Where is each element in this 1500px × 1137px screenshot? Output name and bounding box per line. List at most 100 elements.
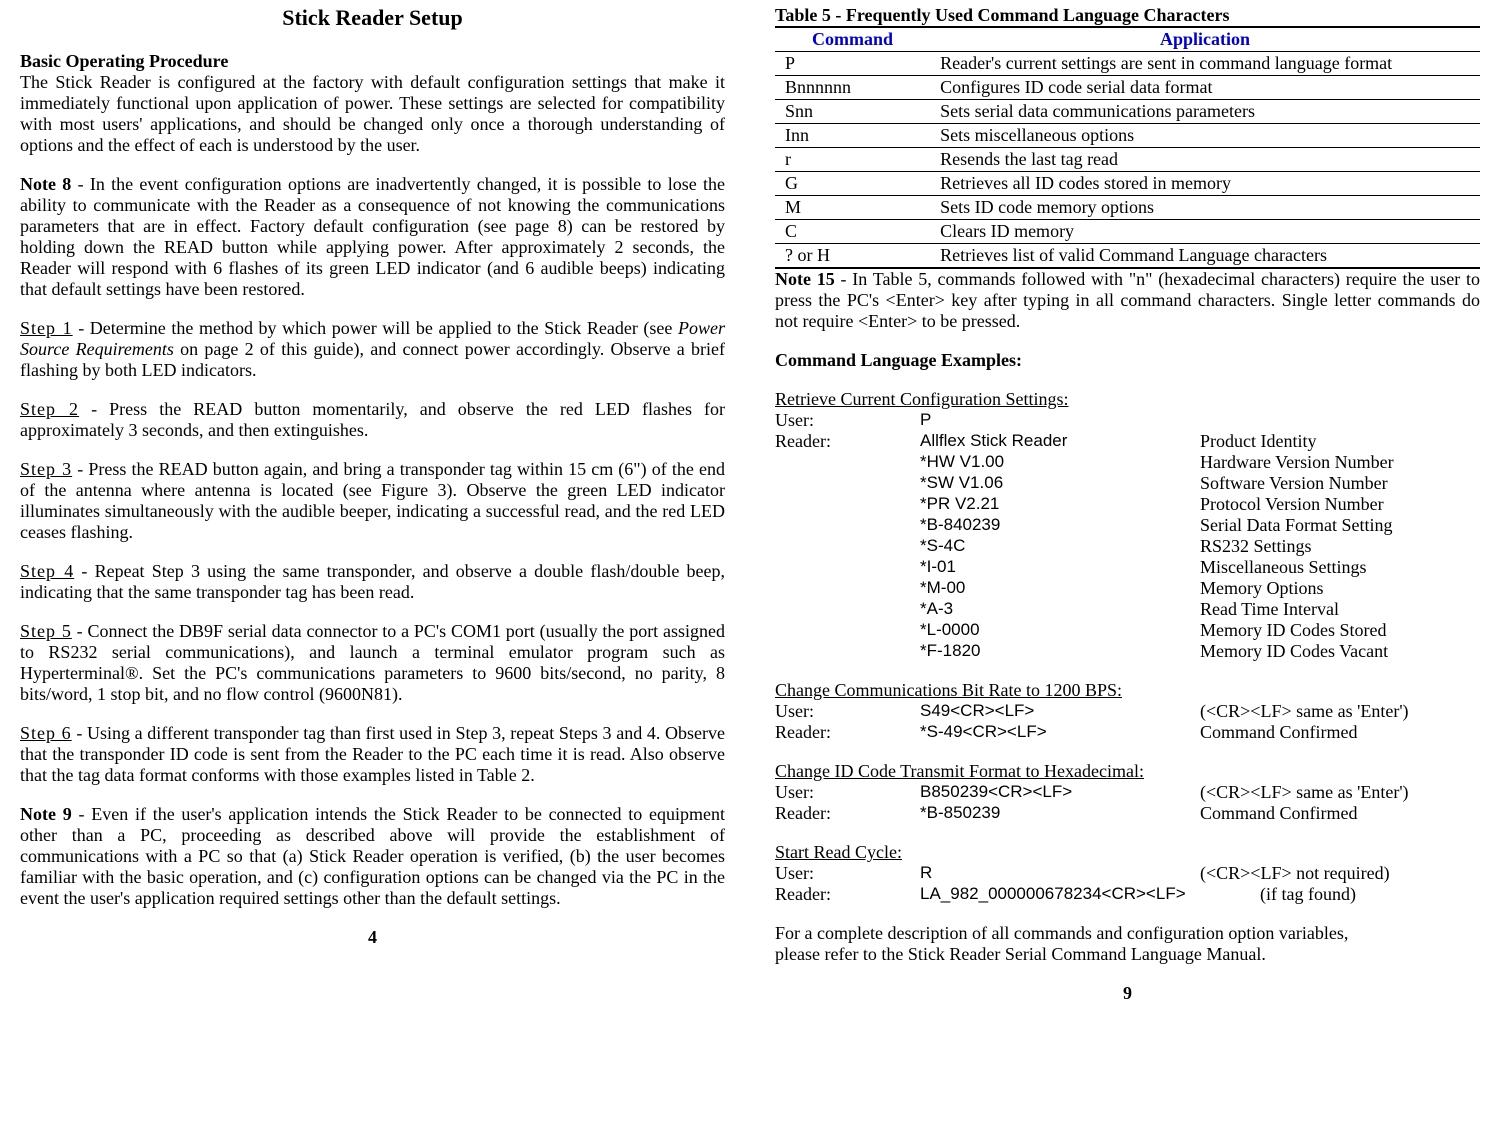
example-1-user-row: User: P — [775, 410, 1480, 431]
example-desc: Hardware Version Number — [1200, 452, 1480, 473]
example-row: User: S49<CR><LF> (<CR><LF> same as 'Ent… — [775, 701, 1480, 722]
example-desc: Command Confirmed — [1200, 803, 1480, 824]
table-row: CClears ID memory — [775, 220, 1480, 244]
example-desc: (<CR><LF> same as 'Enter') — [1200, 782, 1480, 803]
example-role: Reader: — [775, 431, 920, 452]
table-cell-command: G — [775, 172, 930, 196]
example-desc: Memory ID Codes Stored — [1200, 620, 1480, 641]
table-cell-application: Sets serial data communications paramete… — [930, 100, 1480, 124]
example-desc: Memory ID Codes Vacant — [1200, 641, 1480, 662]
example-role — [775, 599, 920, 620]
table-cell-application: Retrieves list of valid Command Language… — [930, 244, 1480, 269]
example-row: *SW V1.06Software Version Number — [775, 473, 1480, 494]
example-desc: (if tag found) — [1260, 884, 1480, 905]
example-desc: Command Confirmed — [1200, 722, 1480, 743]
example-desc — [1200, 410, 1480, 431]
step-3-label: Step 3 — [20, 459, 72, 479]
table-row: PReader's current settings are sent in c… — [775, 52, 1480, 76]
table-cell-application: Sets ID code memory options — [930, 196, 1480, 220]
example-row: *A-3Read Time Interval — [775, 599, 1480, 620]
table-row: ? or HRetrieves list of valid Command La… — [775, 244, 1480, 269]
table-header-command: Command — [775, 27, 930, 52]
step-1: Step 1 - Determine the method by which p… — [20, 318, 725, 381]
note-15-body: - In Table 5, commands followed with "n"… — [775, 269, 1480, 331]
table-cell-command: C — [775, 220, 930, 244]
example-value: LA_982_000000678234<CR><LF> — [920, 884, 1260, 905]
example-desc: (<CR><LF> same as 'Enter') — [1200, 701, 1480, 722]
table-cell-command: ? or H — [775, 244, 930, 269]
example-desc: Product Identity — [1200, 431, 1480, 452]
example-row: *HW V1.00Hardware Version Number — [775, 452, 1480, 473]
step-3-body: - Press the READ button again, and bring… — [20, 459, 725, 542]
step-6: Step 6 - Using a different transponder t… — [20, 723, 725, 786]
table-cell-command: Inn — [775, 124, 930, 148]
footer-line-2: please refer to the Stick Reader Serial … — [775, 944, 1480, 965]
example-role — [775, 452, 920, 473]
page-number-right: 9 — [775, 983, 1480, 1004]
example-row: User: R (<CR><LF> not required) — [775, 863, 1480, 884]
example-role: Reader: — [775, 884, 920, 905]
note-8-label: Note 8 — [20, 174, 71, 194]
example-row: *B-840239Serial Data Format Setting — [775, 515, 1480, 536]
example-role: User: — [775, 410, 920, 431]
example-desc: (<CR><LF> not required) — [1200, 863, 1480, 884]
example-row: Reader: *B-850239 Command Confirmed — [775, 803, 1480, 824]
example-value: *M-00 — [920, 578, 1200, 599]
example-value: *HW V1.00 — [920, 452, 1200, 473]
example-value: *B-850239 — [920, 803, 1200, 824]
table-row: InnSets miscellaneous options — [775, 124, 1480, 148]
example-role — [775, 557, 920, 578]
example-value: *S-4C — [920, 536, 1200, 557]
example-role — [775, 578, 920, 599]
table-row: MSets ID code memory options — [775, 196, 1480, 220]
example-row: User: B850239<CR><LF> (<CR><LF> same as … — [775, 782, 1480, 803]
page-number-left: 4 — [20, 927, 725, 948]
example-value: *PR V2.21 — [920, 494, 1200, 515]
table-cell-command: M — [775, 196, 930, 220]
example-row: Reader: *S-49<CR><LF> Command Confirmed — [775, 722, 1480, 743]
example-value: *L-0000 — [920, 620, 1200, 641]
table-row: SnnSets serial data communications param… — [775, 100, 1480, 124]
example-row: *M-00Memory Options — [775, 578, 1480, 599]
example-role: Reader: — [775, 722, 920, 743]
table-row: rResends the last tag read — [775, 148, 1480, 172]
right-page: Table 5 - Frequently Used Command Langua… — [775, 0, 1480, 1004]
example-role — [775, 641, 920, 662]
example-1-title: Retrieve Current Configuration Settings: — [775, 389, 1480, 410]
step-5-body: - Connect the DB9F serial data connector… — [20, 621, 725, 704]
example-3-title: Change ID Code Transmit Format to Hexade… — [775, 761, 1480, 782]
example-value: Allflex Stick Reader — [920, 431, 1200, 452]
example-desc: RS232 Settings — [1200, 536, 1480, 557]
step-5: Step 5 - Connect the DB9F serial data co… — [20, 621, 725, 705]
example-role — [775, 536, 920, 557]
example-value: *F-1820 — [920, 641, 1200, 662]
example-role: User: — [775, 863, 920, 884]
example-value: R — [920, 863, 1200, 884]
example-role — [775, 620, 920, 641]
note-8-body: - In the event configuration options are… — [20, 174, 725, 299]
example-row: *PR V2.21Protocol Version Number — [775, 494, 1480, 515]
note-15: Note 15 - In Table 5, commands followed … — [775, 269, 1480, 332]
step-4: Step 4 - Repeat Step 3 using the same tr… — [20, 561, 725, 603]
table-row: BnnnnnnConfigures ID code serial data fo… — [775, 76, 1480, 100]
table-cell-command: P — [775, 52, 930, 76]
step-4-body: - Repeat Step 3 using the same transpond… — [20, 561, 725, 602]
step-4-label: Step 4 — [20, 561, 74, 581]
example-value: S49<CR><LF> — [920, 701, 1200, 722]
example-row: Reader: LA_982_000000678234<CR><LF> (if … — [775, 884, 1480, 905]
table-cell-command: Snn — [775, 100, 930, 124]
table-cell-command: Bnnnnnn — [775, 76, 930, 100]
table-cell-application: Reader's current settings are sent in co… — [930, 52, 1480, 76]
note-9-body: - Even if the user's application intends… — [20, 804, 725, 908]
step-5-label: Step 5 — [20, 621, 72, 641]
intro-paragraph: The Stick Reader is configured at the fa… — [20, 72, 725, 156]
example-4-title: Start Read Cycle: — [775, 842, 1480, 863]
example-row: *L-0000Memory ID Codes Stored — [775, 620, 1480, 641]
example-value: *I-01 — [920, 557, 1200, 578]
table-cell-application: Retrieves all ID codes stored in memory — [930, 172, 1480, 196]
step-1-body: - Determine the method by which power wi… — [73, 318, 678, 338]
example-value: *S-49<CR><LF> — [920, 722, 1200, 743]
example-role: User: — [775, 782, 920, 803]
example-value: *A-3 — [920, 599, 1200, 620]
example-desc: Protocol Version Number — [1200, 494, 1480, 515]
